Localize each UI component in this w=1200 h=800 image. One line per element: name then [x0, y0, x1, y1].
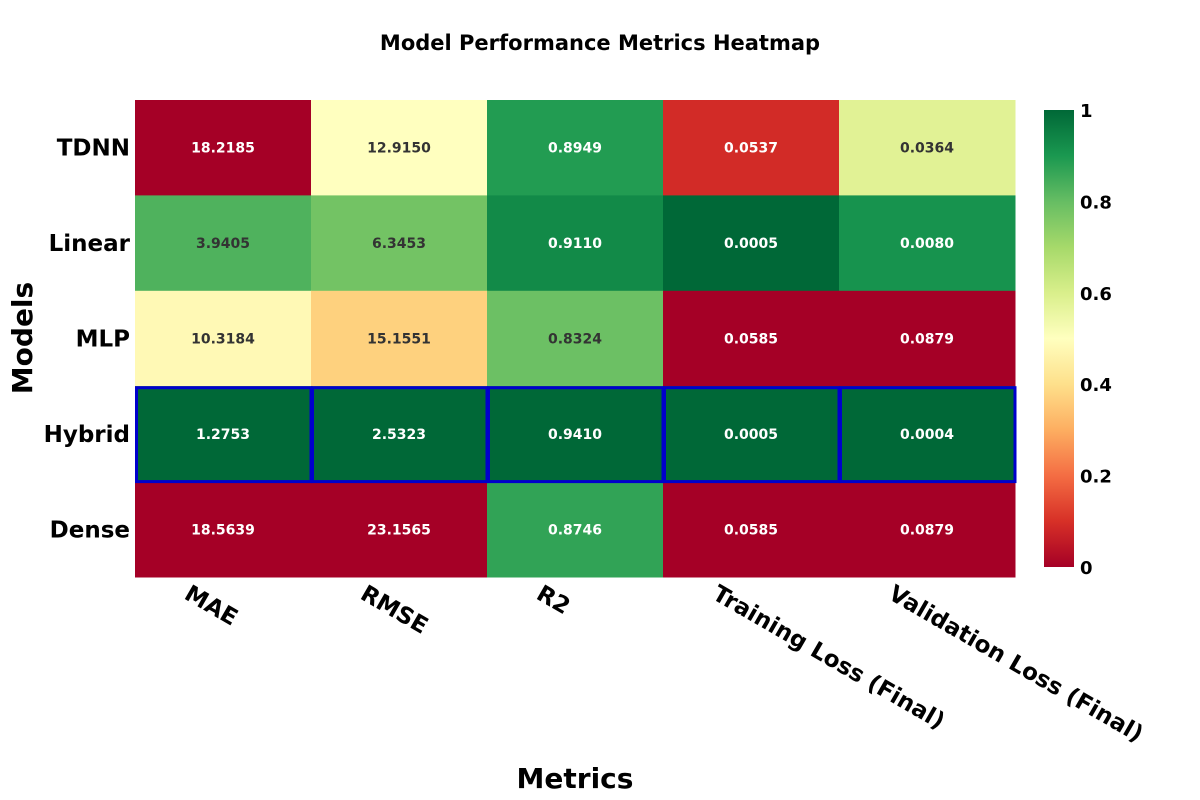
- colorbar: [1044, 110, 1074, 567]
- cell-value-label: 10.3184: [191, 332, 255, 348]
- colorbar-tick-label: 0.2: [1080, 467, 1112, 488]
- heatmap-cell: [839, 481, 1016, 578]
- x-tick-label: R2: [532, 581, 574, 620]
- cell-value-label: 0.0879: [900, 522, 954, 538]
- y-tick-label: MLP: [76, 327, 130, 353]
- cell-value-label: 0.8949: [548, 141, 602, 157]
- heatmap-cell: [311, 290, 488, 387]
- heatmap-cell: [839, 386, 1016, 483]
- heatmap-cell: [311, 386, 488, 483]
- colorbar-tick-label: 0.6: [1080, 284, 1112, 305]
- heatmap-cell: [663, 100, 840, 196]
- y-tick-label: TDNN: [57, 136, 130, 162]
- heatmap-cell: [135, 195, 312, 292]
- cell-value-label: 0.0005: [724, 236, 778, 252]
- x-axis-title: Metrics: [517, 762, 634, 795]
- highlight-box: [839, 386, 1017, 484]
- heatmap-cell: [839, 290, 1016, 387]
- heatmap-cell: [487, 100, 664, 196]
- heatmap-cell: [839, 195, 1016, 292]
- colorbar-tick-label: 1: [1080, 101, 1093, 122]
- x-tick-label: RMSE: [356, 581, 432, 640]
- cell-value-label: 0.9110: [548, 236, 602, 252]
- cell-value-label: 12.9150: [367, 141, 431, 157]
- heatmap-cell: [135, 481, 312, 578]
- cell-value-label: 0.0585: [724, 332, 778, 348]
- colorbar-tick-label: 0.8: [1080, 192, 1112, 213]
- cell-value-label: 0.0585: [724, 522, 778, 538]
- y-tick-label: Hybrid: [44, 422, 130, 448]
- cell-value-label: 6.3453: [372, 236, 426, 252]
- heatmap-cell: [135, 386, 312, 483]
- cell-value-label: 1.2753: [196, 427, 250, 443]
- heatmap-cell: [487, 386, 664, 483]
- y-tick-labels: TDNN Linear MLP Hybrid Dense: [44, 136, 131, 544]
- cell-value-label: 0.0004: [900, 427, 954, 443]
- cell-value-label: 0.0080: [900, 236, 954, 252]
- cell-value-label: 0.0005: [724, 427, 778, 443]
- y-axis-title: Models: [6, 282, 39, 394]
- heatmap-cell: [487, 195, 664, 292]
- colorbar-ticks: 0 0.2 0.4 0.6 0.8 1: [1080, 101, 1112, 579]
- heatmap-cell: [487, 481, 664, 578]
- heatmap-cell: [135, 290, 312, 387]
- cell-value-label: 0.0879: [900, 332, 954, 348]
- x-tick-labels: MAE RMSE R2 Training Loss (Final)Validation…: [180, 581, 1147, 748]
- cell-value-label: 18.5639: [191, 522, 255, 538]
- y-tick-label: Linear: [49, 231, 131, 257]
- chart-title: Model Performance Metrics Heatmap: [380, 31, 820, 55]
- highlight-boxes: [135, 386, 1017, 484]
- cell-value-label: 3.9405: [196, 236, 250, 252]
- cell-value-label: 15.1551: [367, 332, 431, 348]
- cell-value-label: 0.0537: [724, 141, 778, 157]
- heatmap-cell: [487, 290, 664, 387]
- heatmap-cells: 18.2185 12.9150 0.8949 0.0537 0.0364 3.9405 6.…: [135, 100, 1016, 578]
- cell-value-label: 23.1565: [367, 522, 431, 538]
- heatmap-cell: [311, 481, 488, 578]
- heatmap-cell: [311, 195, 488, 292]
- cell-value-label: 18.2185: [191, 141, 255, 157]
- heatmap-cell: [839, 100, 1016, 196]
- colorbar-tick-label: 0.4: [1080, 375, 1112, 396]
- y-tick-label: Dense: [50, 517, 130, 543]
- heatmap-cell: [135, 100, 312, 196]
- cell-value-label: 0.8746: [548, 522, 602, 538]
- x-tick-label: MAE: [180, 581, 242, 632]
- cell-value-label: 2.5323: [372, 427, 426, 443]
- heatmap-cell: [663, 195, 840, 292]
- heatmap-cell: [663, 290, 840, 387]
- cell-value-label: 0.9410: [548, 427, 602, 443]
- heatmap-cell: [663, 386, 840, 483]
- colorbar-tick-label: 0: [1080, 558, 1093, 579]
- heatmap-cell: [663, 481, 840, 578]
- heatmap-cell: [311, 100, 488, 196]
- cell-value-label: 0.0364: [900, 141, 954, 157]
- cell-value-label: 0.8324: [548, 332, 602, 348]
